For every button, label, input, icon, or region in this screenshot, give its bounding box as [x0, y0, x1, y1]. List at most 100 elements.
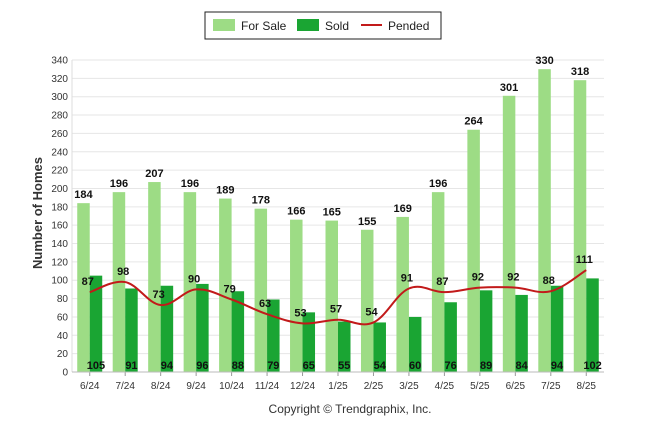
- label-sold-6-25: 84: [515, 360, 528, 372]
- y-axis-title: Number of Homes: [30, 157, 45, 269]
- y-tick-label: 340: [51, 56, 68, 67]
- x-tick-label: 2/25: [364, 381, 384, 392]
- y-tick-label: 60: [57, 312, 69, 323]
- bar-for-sale-5-25: [467, 129, 480, 372]
- x-tick-label: 4/25: [435, 381, 455, 392]
- bar-sold-7-24: [125, 288, 138, 372]
- legend-label-for-sale: For Sale: [241, 19, 287, 33]
- bar-for-sale-1-25: [325, 220, 338, 372]
- y-tick-label: 300: [51, 92, 68, 103]
- x-tick-label: 9/24: [186, 381, 206, 392]
- label-sold-3-25: 60: [409, 360, 421, 372]
- bar-sold-8-24: [160, 285, 174, 372]
- y-tick-label: 180: [51, 202, 68, 213]
- bar-for-sale-12-24: [290, 219, 303, 372]
- label-pended-9-24: 90: [188, 273, 200, 285]
- y-tick-label: 260: [51, 129, 68, 140]
- label-sold-9-24: 96: [196, 360, 208, 372]
- bar-for-sale-7-25: [538, 69, 551, 373]
- label-for-sale-5-25: 264: [464, 116, 483, 128]
- y-axis: 0 20 40 60 80 100 120 140 160 180 200 220 240 260 280 3…: [51, 56, 73, 379]
- bar-sold-5-25: [479, 290, 493, 372]
- bar-sold-8-25: [586, 278, 599, 372]
- label-for-sale-7-24: 196: [110, 178, 128, 190]
- label-for-sale-11-24: 178: [252, 195, 270, 207]
- y-tick-label: 40: [57, 331, 69, 342]
- bars: [77, 69, 599, 373]
- bar-sold-12-24: [302, 312, 316, 372]
- label-for-sale-3-25: 169: [394, 203, 412, 215]
- label-for-sale-4-25: 196: [429, 178, 447, 190]
- label-for-sale-2-25: 155: [358, 216, 376, 228]
- label-for-sale-6-24: 184: [74, 189, 93, 201]
- bar-sold-10-24: [231, 291, 245, 372]
- bar-for-sale-6-24: [77, 203, 90, 372]
- label-sold-6-24: 105: [87, 360, 105, 372]
- label-for-sale-9-24: 196: [181, 178, 199, 190]
- label-pended-6-25: 92: [507, 272, 519, 284]
- legend-swatch-sold: [297, 19, 319, 31]
- label-sold-10-24: 88: [232, 360, 244, 372]
- copyright-text: Copyright © Trendgraphix, Inc.: [269, 402, 432, 416]
- x-tick-label: 1/25: [328, 381, 348, 392]
- bar-for-sale-11-24: [254, 208, 268, 372]
- label-sold-1-25: 55: [338, 360, 350, 372]
- label-sold-11-24: 79: [267, 360, 279, 372]
- pended-line: [89, 269, 587, 326]
- bar-for-sale-4-25: [431, 192, 445, 372]
- label-for-sale-6-25: 301: [500, 82, 518, 94]
- data-labels: 184 105 196 91 207 94 196 96 189 88 178 79 166 65 165 5…: [74, 55, 601, 372]
- label-sold-7-25: 94: [551, 360, 564, 372]
- bar-for-sale-2-25: [360, 229, 374, 372]
- bar-sold-6-24: [89, 275, 103, 372]
- x-tick-label: 7/25: [541, 381, 561, 392]
- label-pended-4-25: 87: [436, 276, 448, 288]
- label-sold-8-24: 94: [161, 360, 174, 372]
- bar-for-sale-3-25: [396, 216, 409, 372]
- label-for-sale-8-25: 318: [571, 66, 589, 78]
- label-pended-2-25: 54: [365, 306, 378, 318]
- y-tick-label: 120: [51, 257, 68, 268]
- y-tick-label: 280: [51, 111, 68, 122]
- bar-sold-9-24: [196, 283, 209, 372]
- label-sold-8-25: 102: [583, 360, 601, 372]
- label-for-sale-10-24: 189: [216, 185, 234, 197]
- bar-for-sale-8-25: [573, 80, 587, 372]
- bar-for-sale-8-24: [148, 182, 161, 372]
- bar-sold-4-25: [444, 302, 457, 372]
- y-tick-label: 80: [57, 294, 69, 305]
- legend: For Sale Sold Pended: [204, 11, 442, 40]
- label-pended-12-24: 53: [294, 307, 306, 319]
- label-sold-5-25: 89: [480, 360, 492, 372]
- label-for-sale-7-25: 330: [535, 55, 553, 67]
- y-tick-label: 320: [51, 74, 68, 85]
- y-tick-label: 240: [51, 147, 68, 158]
- x-tick-label: 8/25: [577, 381, 597, 392]
- label-for-sale-1-25: 165: [323, 207, 341, 219]
- bar-for-sale-10-24: [219, 198, 232, 372]
- label-sold-12-24: 65: [303, 360, 315, 372]
- legend-box: [204, 11, 442, 40]
- label-sold-7-24: 91: [125, 360, 137, 372]
- legend-label-pended: Pended: [388, 19, 429, 33]
- label-for-sale-12-24: 166: [287, 206, 305, 218]
- legend-label-sold: Sold: [325, 19, 349, 33]
- x-tick-label: 6/24: [80, 381, 100, 392]
- bar-sold-1-25: [338, 321, 351, 372]
- label-pended-6-24: 87: [82, 276, 94, 288]
- y-tick-label: 220: [51, 166, 68, 177]
- y-tick-label: 0: [62, 368, 68, 379]
- y-tick-label: 20: [57, 349, 69, 360]
- y-tick-label: 100: [51, 276, 68, 287]
- label-pended-7-25: 88: [543, 275, 555, 287]
- label-pended-11-24: 63: [259, 298, 271, 310]
- x-tick-label: 10/24: [219, 381, 244, 392]
- x-tick-label: 6/25: [506, 381, 526, 392]
- pended-line-layer: [89, 269, 587, 326]
- bar-for-sale-6-25: [502, 95, 516, 372]
- bar-sold-7-25: [550, 285, 564, 372]
- x-tick-label: 11/24: [255, 381, 280, 392]
- label-pended-8-24: 73: [153, 289, 165, 301]
